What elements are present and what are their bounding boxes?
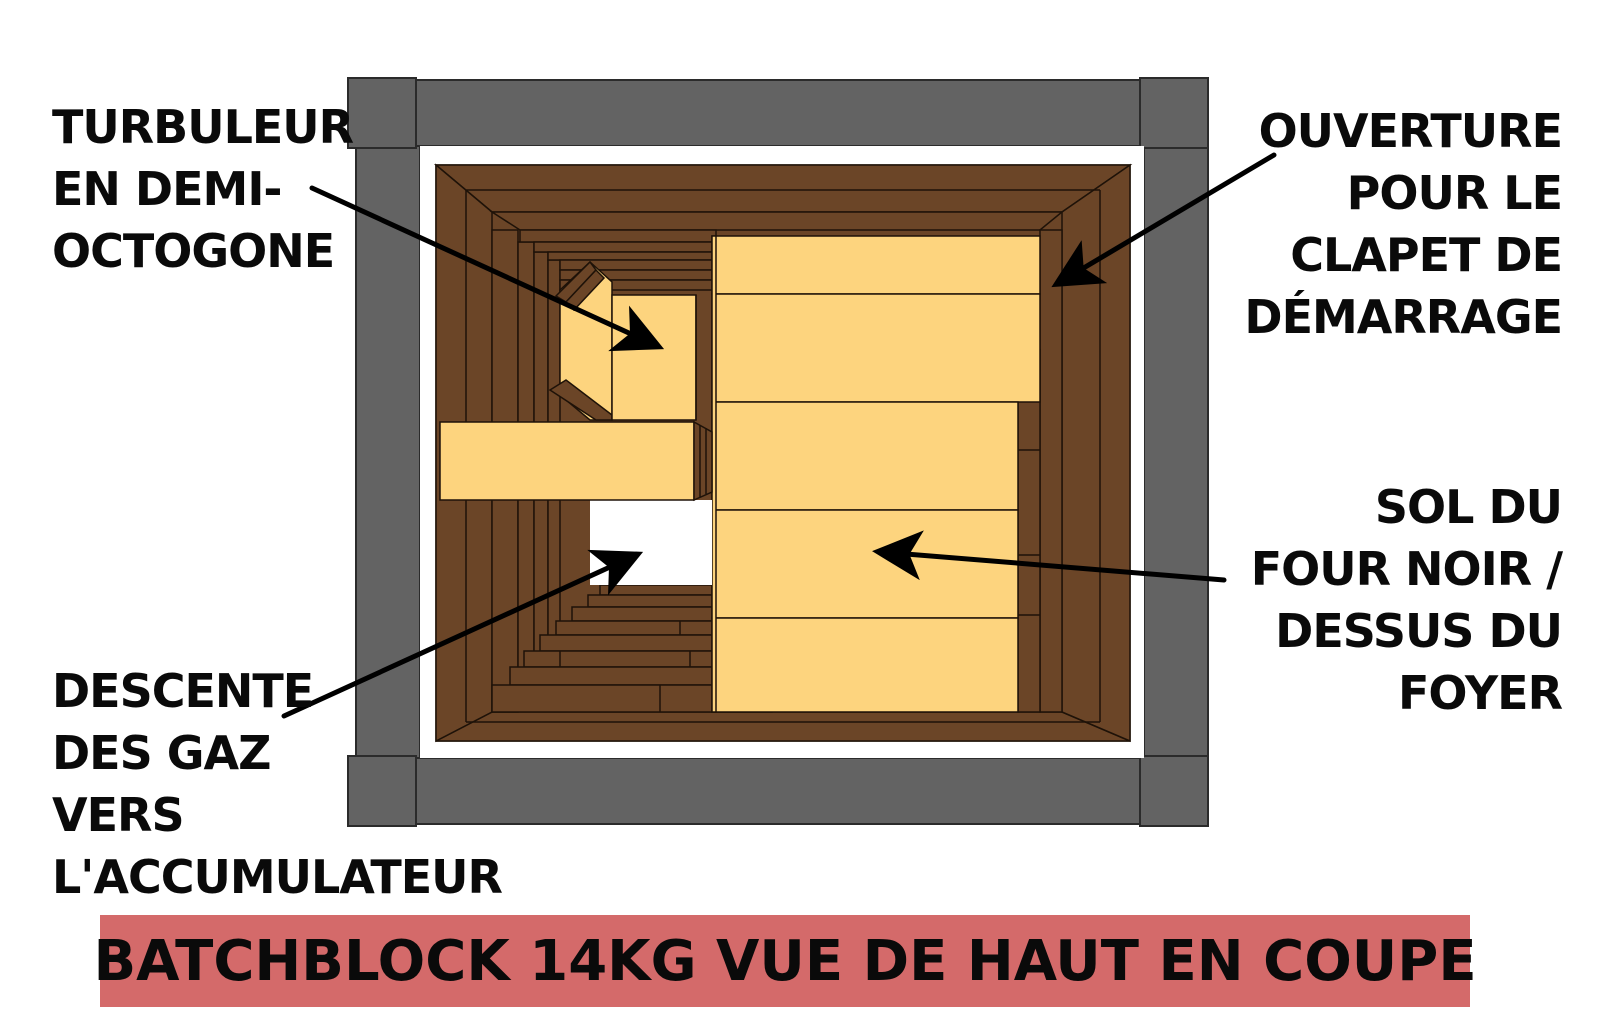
horizontal-beam (439, 420, 713, 502)
upper-brick-rows (519, 229, 717, 291)
annotation-arrows (281, 152, 1277, 719)
frame-corner-tl (347, 77, 417, 149)
arrow-opening (1051, 152, 1277, 288)
frame-corner-tr (1139, 77, 1209, 149)
label-oven-floor: SOL DU FOUR NOIR / DESSUS DU FOYER (1250, 480, 1563, 720)
right-brick-steps (1017, 229, 1063, 713)
frame-right-post (1143, 145, 1209, 759)
label-turbulator: TURBULEUR EN DEMI- OCTOGONE (52, 100, 354, 278)
label-gas-descent: DESCENTE DES GAZ VERS L'ACCUMULATEUR (52, 664, 503, 904)
arrow-turbulator (309, 185, 665, 352)
gas-descent-opening (590, 500, 712, 585)
arrow-descent (281, 549, 644, 719)
oven-floor-planks (711, 235, 1041, 713)
diagram-title: BATCHBLOCK 14KG VUE DE HAUT EN COUPE (93, 928, 1477, 994)
frame-corner-br (1139, 755, 1209, 827)
frame-corner-bl (347, 755, 417, 827)
steel-frame (347, 77, 1209, 827)
lower-brick-rows (491, 584, 773, 713)
frame-top-bar (347, 79, 1209, 147)
title-banner: BATCHBLOCK 14KG VUE DE HAUT EN COUPE (93, 915, 1477, 1007)
arrow-floor (872, 530, 1227, 583)
label-startup-opening: OUVERTURE POUR LE CLAPET DE DÉMARRAGE (1244, 104, 1563, 344)
frame-bottom-bar (347, 757, 1209, 825)
